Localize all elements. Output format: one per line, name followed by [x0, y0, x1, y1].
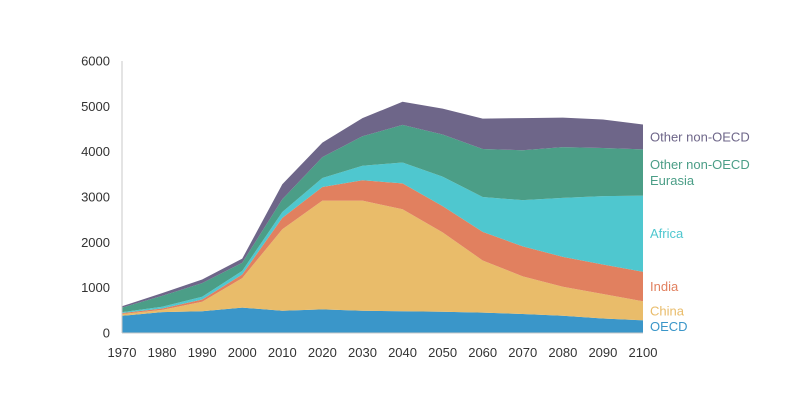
area-africa: [122, 162, 643, 314]
x-tick-label: 2010: [268, 345, 297, 360]
x-tick-label: 2020: [308, 345, 337, 360]
series-label-other-non-oecd-eurasia: Other non-OECD Eurasia: [650, 157, 750, 188]
area-oecd: [122, 307, 643, 333]
x-tick-label: 1980: [148, 345, 177, 360]
y-tick-label: 6000: [81, 54, 110, 69]
y-tick-label: 1000: [81, 280, 110, 295]
y-tick-label: 3000: [81, 190, 110, 205]
y-tick-label: 4000: [81, 144, 110, 159]
x-tick-label: 1970: [108, 345, 137, 360]
x-tick-label: 2050: [428, 345, 457, 360]
x-tick-label: 1990: [188, 345, 217, 360]
chart-areas: [122, 101, 643, 333]
series-label-line: Other non-OECD: [650, 129, 750, 144]
series-label-line: India: [650, 279, 679, 294]
x-tick-label: 2070: [508, 345, 537, 360]
series-label-line: OECD: [650, 319, 688, 334]
series-label-china: China: [650, 303, 685, 318]
series-label-line: Eurasia: [650, 173, 695, 188]
x-tick-label: 2060: [468, 345, 497, 360]
y-tick-label: 0: [103, 326, 110, 341]
x-tick-label: 2100: [629, 345, 658, 360]
series-label-line: China: [650, 303, 685, 318]
series-label-india: India: [650, 279, 679, 294]
series-label-line: Other non-OECD: [650, 157, 750, 172]
x-tick-label: 2000: [228, 345, 257, 360]
area-china: [122, 200, 643, 321]
series-label-line: Africa: [650, 226, 684, 241]
chart-axes: 0 1000 2000 3000 4000 5000 6000 1970 1980 1990 200…: [81, 54, 657, 361]
series-label-oecd: OECD: [650, 319, 688, 334]
y-tick-label: 2000: [81, 235, 110, 250]
x-tick-label: 2040: [388, 345, 417, 360]
area-other-non-oecd: [122, 101, 643, 308]
x-tick-label: 2090: [588, 345, 617, 360]
area-other-non-oecd-eurasia: [122, 124, 643, 313]
series-label-africa: Africa: [650, 226, 684, 241]
y-tick-label: 5000: [81, 99, 110, 114]
x-tick-label: 2080: [548, 345, 577, 360]
x-tick-label: 2030: [348, 345, 377, 360]
series-label-other-non-oecd: Other non-OECD: [650, 129, 750, 144]
